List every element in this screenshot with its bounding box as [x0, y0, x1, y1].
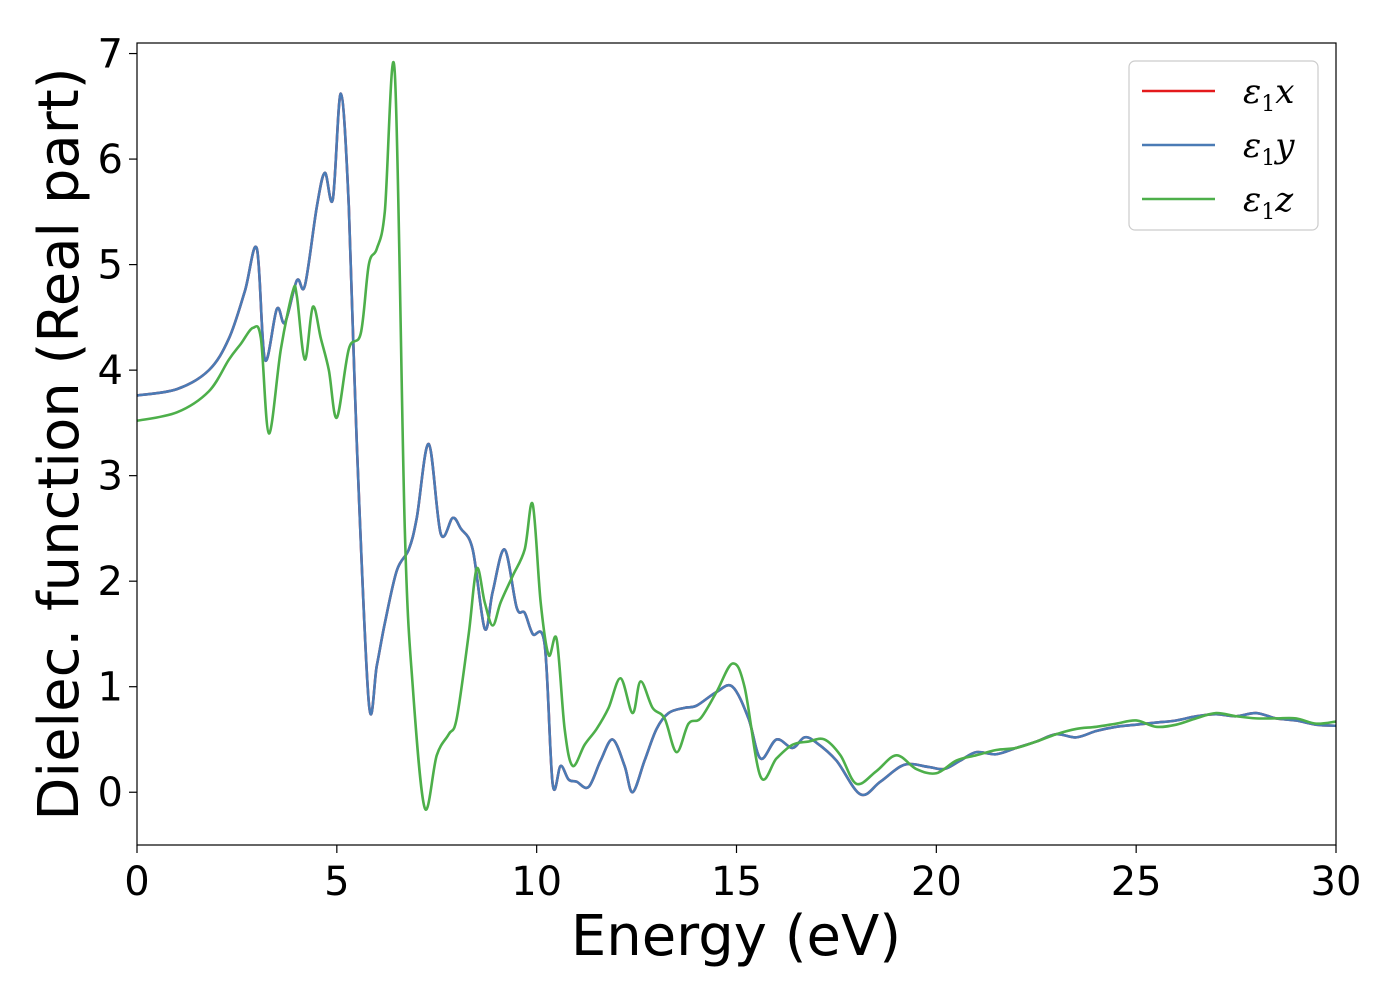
legend-label-x: ε1x — [1243, 72, 1294, 117]
y-axis-title: Dielec. function (Real part) — [27, 67, 92, 820]
x-tick-label: 15 — [711, 859, 762, 905]
x-tick-label: 30 — [1311, 859, 1362, 905]
x-tick-label: 25 — [1111, 859, 1162, 905]
y-tick-label: 7 — [98, 32, 123, 78]
y-tick-label: 3 — [98, 454, 123, 500]
y-axis: 0 1 2 3 4 5 6 7 — [98, 32, 137, 816]
x-tick-label: 20 — [911, 859, 962, 905]
legend-label-z: ε1z — [1243, 180, 1294, 225]
y-tick-label: 2 — [98, 559, 123, 605]
x-axis: 0 5 10 15 20 25 30 — [124, 845, 1361, 905]
legend-box — [1128, 60, 1319, 231]
y-tick-label: 4 — [98, 348, 123, 394]
series-line-z — [137, 60, 1336, 811]
y-tick-label: 1 — [98, 665, 123, 711]
x-axis-title: Energy (eV) — [571, 904, 901, 969]
y-tick-label: 6 — [98, 137, 123, 183]
x-tick-label: 5 — [324, 859, 349, 905]
x-tick-label: 0 — [124, 859, 149, 905]
series-layer — [137, 60, 1336, 811]
y-tick-label: 5 — [98, 243, 123, 289]
legend: ε1x ε1y ε1z — [1128, 60, 1319, 231]
legend-label-y: ε1y — [1243, 126, 1295, 171]
x-tick-label: 10 — [511, 859, 562, 905]
y-tick-label: 0 — [98, 770, 123, 816]
